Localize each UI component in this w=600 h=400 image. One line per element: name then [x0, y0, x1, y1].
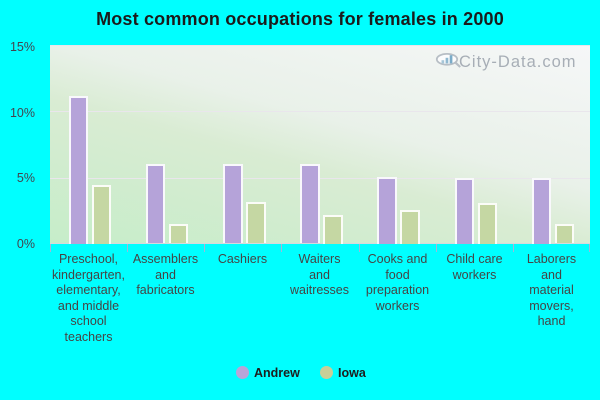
svg-text:City-Data.com: City-Data.com: [459, 53, 577, 71]
